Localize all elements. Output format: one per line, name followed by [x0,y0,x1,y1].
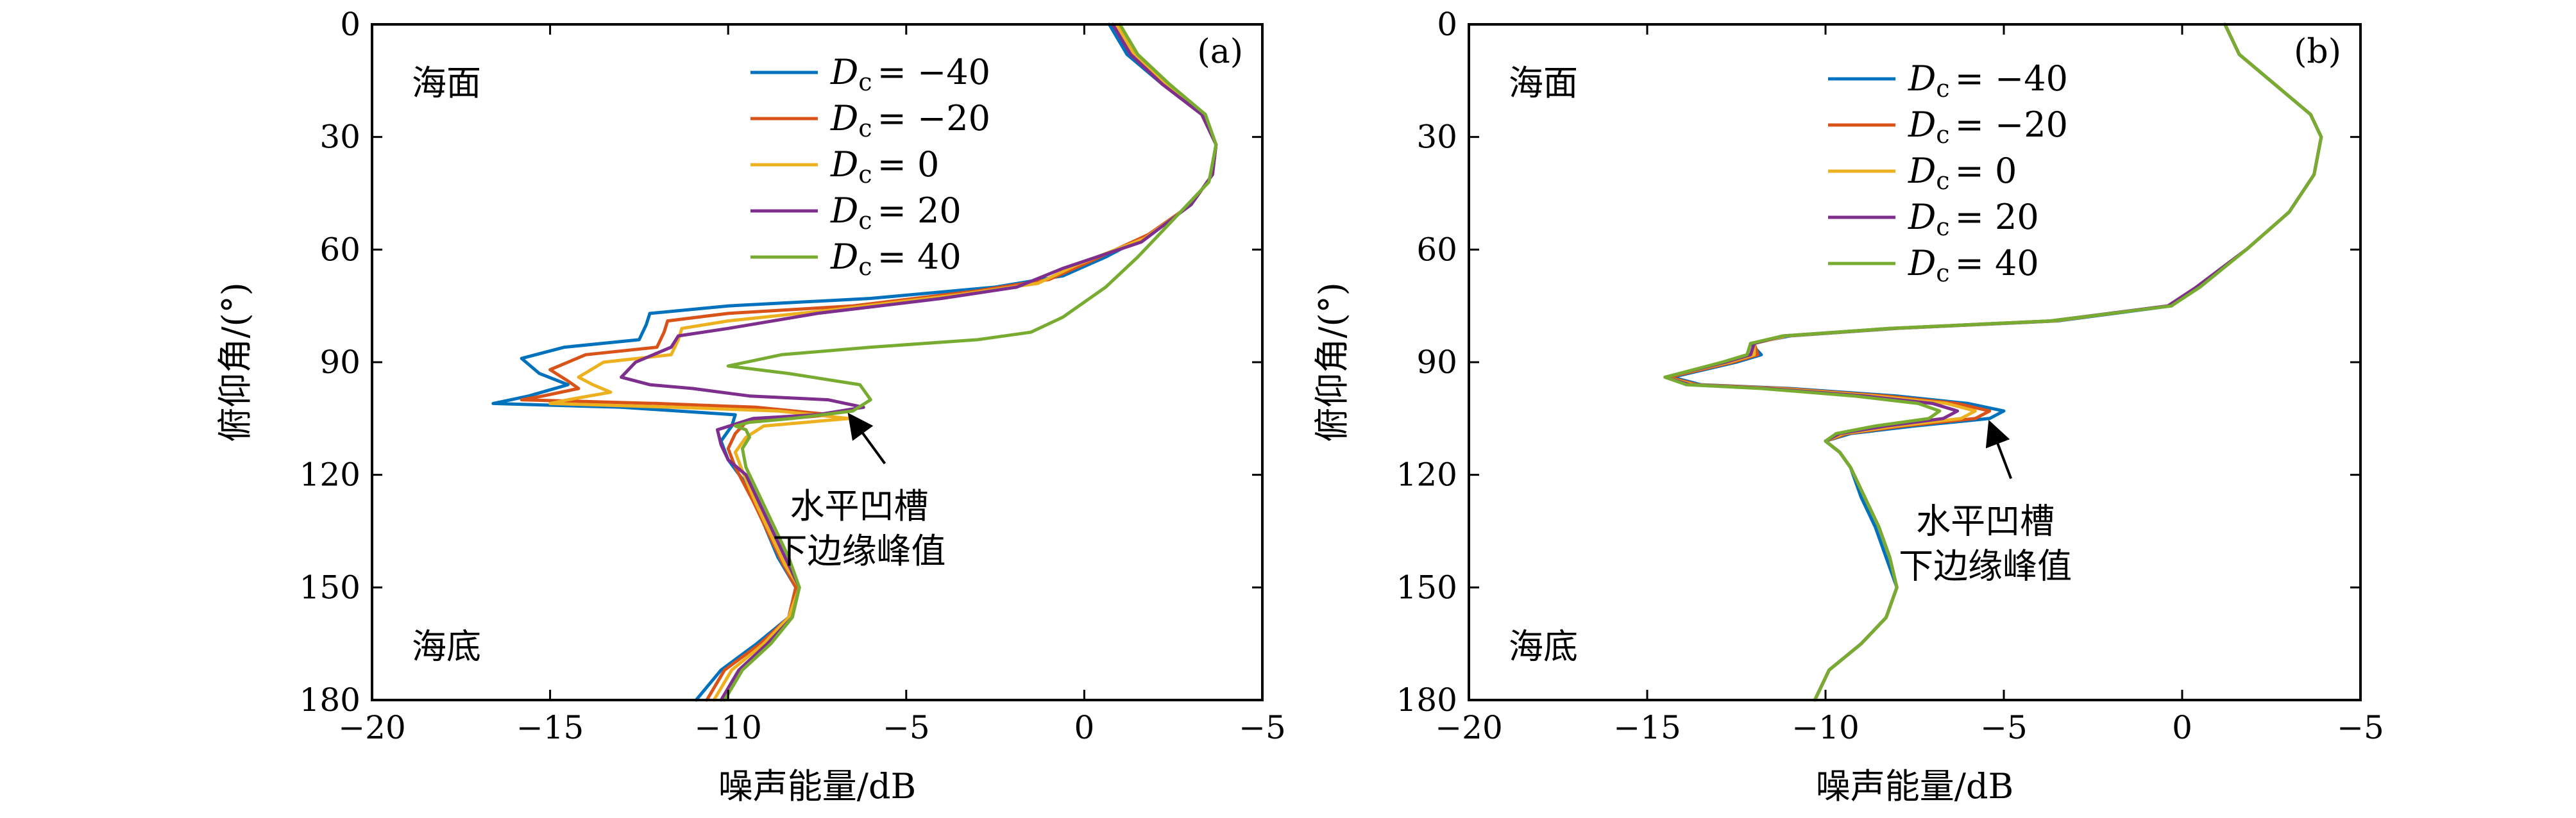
x-tick-label: −5 [2337,709,2384,746]
annotation-line-1: 水平凹槽 [1916,501,2055,542]
series-line-4 [723,22,1218,702]
x-tick-label: −20 [338,709,406,746]
legend-label: Dc = 0 [830,144,939,188]
legend-entry: Dc = −20 [750,98,990,142]
x-axis-title: 噪声能量/dB [1816,766,2013,806]
panel-label: (a) [1197,33,1243,71]
x-tick-label: −20 [1435,709,1503,746]
y-tick-label: 0 [340,6,360,43]
sea-bottom-label: 海底 [1509,626,1578,667]
legend-entry: Dc = 40 [750,237,962,281]
annotation-line-2: 下边缘峰值 [772,531,945,571]
chart-panel-b: −20 −15 −10 −5 0 −5 0 30 60 90 120 150 180 噪声能量/dB 俯仰角… [1312,6,2384,806]
annotation-arrow [1985,419,2012,480]
y-axis-title: 俯仰角/(°) [1312,282,1352,442]
y-tick-label: 30 [1416,119,1457,156]
y-tick-label: 90 [1416,344,1457,381]
y-tick-label: 90 [319,344,360,381]
series-line-4 [1663,22,2323,702]
legend-label: Dc = −20 [1908,104,2068,149]
annotation-line-1: 水平凹槽 [790,486,928,526]
x-axis-title: 噪声能量/dB [718,766,916,806]
x-tick-label: 0 [2172,709,2192,746]
legend-label: Dc = 40 [830,237,962,281]
legend-entry: Dc = −20 [1828,104,2068,149]
legend-entry: Dc = 40 [1828,243,2039,287]
y-tick-label: 120 [1396,456,1457,494]
legend-entry: Dc = 20 [1828,197,2039,241]
legend-label: Dc = −20 [830,98,990,142]
sea-surface-label: 海面 [1509,63,1578,103]
legend-label: Dc = 0 [1908,151,2017,195]
annotation-line-2: 下边缘峰值 [1899,546,2072,587]
y-tick-label: 120 [300,456,360,494]
legend-entry: Dc = 0 [1828,151,2017,195]
y-tick-label: 30 [319,119,360,156]
chart-panel-a: −20 −15 −10 −5 0 −5 0 30 60 90 120 150 180 噪声能量/dB 俯仰角… [215,6,1286,806]
y-tick-label: 60 [1416,231,1457,268]
legend-label: Dc = −40 [830,52,990,96]
legend-entry: Dc = 0 [750,144,939,188]
y-axis-title: 俯仰角/(°) [215,282,255,442]
x-tick-label: −15 [1613,709,1681,746]
legend-label: Dc = −40 [1908,58,2068,103]
x-tick-label: 0 [1074,709,1094,746]
legend-label: Dc = 20 [830,190,962,235]
y-tick-label: 180 [1396,681,1457,719]
legend-label: Dc = 20 [1908,197,2039,241]
y-tick-label: 150 [1396,569,1457,606]
legend-label: Dc = 40 [1908,243,2039,287]
x-tick-label: −15 [516,709,584,746]
x-tick-label: −5 [883,709,930,746]
legend-entry: Dc = −40 [750,52,990,96]
legend-entry: Dc = 20 [750,190,962,235]
x-tick-label: −5 [1980,709,2028,746]
plot-frame [371,23,1264,701]
y-tick-label: 150 [300,569,360,606]
y-tick-label: 0 [1437,6,1457,43]
sea-surface-label: 海面 [412,63,481,103]
x-tick-label: −10 [694,709,762,746]
sea-bottom-label: 海底 [412,626,481,667]
x-tick-label: −5 [1239,709,1286,746]
y-tick-label: 180 [300,681,360,719]
annotation-arrow [847,412,886,465]
x-tick-label: −10 [1792,709,1860,746]
panel-label: (b) [2294,33,2341,71]
series-line-3 [620,22,1218,702]
y-tick-label: 60 [319,231,360,268]
legend-entry: Dc = −40 [1828,58,2068,103]
